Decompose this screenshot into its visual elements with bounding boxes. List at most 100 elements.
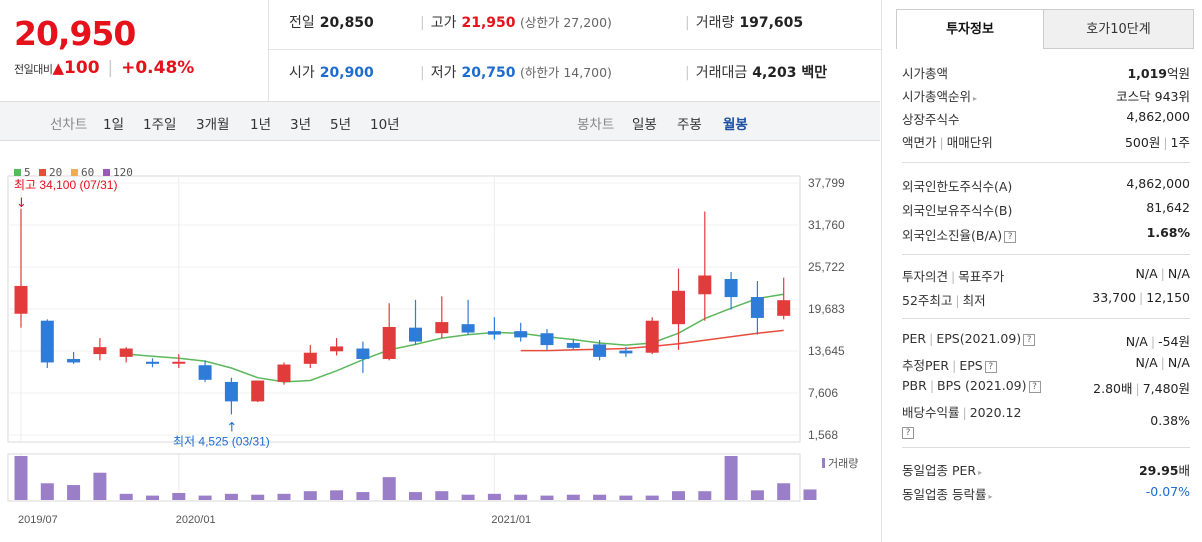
candle-body bbox=[593, 344, 607, 357]
legend-swatch bbox=[39, 169, 46, 176]
volume-bar bbox=[251, 494, 265, 500]
volume-bar bbox=[619, 495, 633, 500]
candle-body bbox=[672, 290, 685, 325]
legend-label: 5 bbox=[24, 166, 31, 179]
candle-body bbox=[409, 327, 422, 342]
amount-label: 거래대금 bbox=[695, 65, 748, 81]
legend-swatch bbox=[103, 169, 110, 176]
candle-body bbox=[461, 324, 475, 333]
y-tick-label: 13,645 bbox=[808, 344, 845, 358]
y-tick-label: 25,722 bbox=[808, 260, 845, 274]
volume-bar bbox=[119, 493, 133, 500]
high-price: | 고가 21,950 (상한가 27,200) bbox=[420, 15, 612, 31]
volume: | 거래량 197,605 bbox=[685, 15, 804, 31]
max-annotation: 최고 34,100 (07/31) bbox=[14, 178, 117, 192]
candle-body bbox=[303, 352, 317, 364]
volume-bar bbox=[198, 495, 212, 500]
volume-label: 거래량 bbox=[695, 15, 735, 31]
current-price: 20,950 bbox=[14, 14, 136, 53]
down-arrow-icon: ↓ bbox=[16, 196, 27, 211]
cap-rank-row: 시가총액순위 ▸ 코스닥 943위 bbox=[902, 86, 1190, 108]
candle-chart-label: 봉차트 bbox=[577, 117, 615, 133]
candle-body bbox=[514, 331, 528, 338]
period-1w[interactable]: 1주일 bbox=[143, 117, 177, 133]
candle-body bbox=[172, 361, 186, 364]
period-selector: 선차트 1일 1주일 3개월 1년 3년 5년 10년 봉차트 일봉 주봉 월봉 bbox=[0, 101, 880, 141]
volume-legend-label: 거래량 bbox=[828, 457, 858, 470]
dividend-label: 배당수익률 | 2020.12? bbox=[902, 405, 1022, 439]
face-value-row: 액면가 | 매매단위 500원 | 1주 bbox=[902, 132, 1190, 154]
change-value: 100 bbox=[64, 58, 100, 78]
candle-body bbox=[645, 320, 659, 353]
prev-close: 전일 20,850 bbox=[289, 12, 374, 32]
est-per-row: 추정PER | EPS? N/A | N/A bbox=[902, 355, 1190, 377]
y-tick-label: 7,606 bbox=[808, 386, 838, 400]
low-label: 저가 bbox=[430, 65, 457, 81]
line-chart-label: 선차트 bbox=[50, 117, 88, 133]
cap-rank-value: 코스닥 943위 bbox=[1116, 89, 1190, 104]
face-value-label: 액면가 | 매매단위 bbox=[902, 135, 993, 150]
x-tick-label: 2021/01 bbox=[491, 514, 531, 526]
tab-orderbook[interactable]: 호가10단계 bbox=[1043, 9, 1194, 49]
arrow-right-icon: ▸ bbox=[978, 468, 983, 477]
y-tick-label: 31,760 bbox=[808, 218, 845, 232]
high-label: 고가 bbox=[430, 15, 457, 31]
volume-legend-swatch bbox=[822, 458, 825, 468]
period-10y[interactable]: 10년 bbox=[370, 117, 400, 133]
foreign-hold-row: 외국인보유주식수(B) 81,642 bbox=[902, 200, 1190, 222]
help-icon[interactable]: ? bbox=[1004, 231, 1017, 243]
price-change: 전일대비▲100 | +0.48% bbox=[14, 58, 194, 78]
help-icon[interactable]: ? bbox=[1028, 381, 1041, 393]
volume-bar bbox=[698, 491, 712, 500]
volume-bar bbox=[67, 485, 81, 500]
volume-bar bbox=[566, 494, 580, 500]
volume-bar bbox=[724, 456, 738, 500]
dividend-row: 배당수익률 | 2020.12? 0.38% bbox=[902, 402, 1190, 442]
volume-bar bbox=[487, 493, 501, 500]
sector-per-label[interactable]: 동일업종 PER ▸ bbox=[902, 463, 983, 478]
help-icon[interactable]: ? bbox=[984, 361, 997, 373]
candle-daily[interactable]: 일봉 bbox=[632, 117, 657, 133]
volume-bar bbox=[409, 492, 422, 500]
candle-body bbox=[224, 381, 238, 402]
opinion-row: 투자의견 | 목표주가 N/A | N/A bbox=[902, 266, 1190, 288]
period-3m[interactable]: 3개월 bbox=[196, 117, 230, 133]
candle-body bbox=[382, 326, 396, 359]
period-1y[interactable]: 1년 bbox=[250, 117, 272, 133]
pbr-label: PBR | BPS (2021.09)? bbox=[902, 378, 1041, 393]
sector-change-label[interactable]: 동일업종 등락률 ▸ bbox=[902, 487, 993, 502]
candle-body bbox=[330, 346, 344, 352]
volume-bar bbox=[303, 491, 317, 500]
candle-monthly[interactable]: 월봉 bbox=[723, 117, 748, 133]
low-price: | 저가 20,750 (하한가 14,700) bbox=[420, 65, 612, 81]
help-icon[interactable]: ? bbox=[902, 427, 914, 439]
volume-bar bbox=[750, 490, 764, 500]
opinion-label: 투자의견 | 목표주가 bbox=[902, 269, 1005, 284]
candle-body bbox=[146, 361, 159, 364]
candle-weekly[interactable]: 주봉 bbox=[677, 117, 702, 133]
cap-rank-label[interactable]: 시가총액순위 ▸ bbox=[902, 89, 978, 104]
price-chart: 2019/07 2020/01 2021/01 37,799 31,760 25,722 1… bbox=[7, 166, 858, 526]
volume-bar bbox=[514, 494, 528, 500]
sector-change-value: -0.07% bbox=[1145, 484, 1190, 499]
x-tick-label: 2019/07 bbox=[18, 514, 58, 526]
pbr-row: PBR | BPS (2021.09)? 2.80배 | 7,480원 bbox=[902, 378, 1190, 400]
help-icon[interactable]: ? bbox=[1023, 334, 1036, 346]
volume-bar bbox=[172, 492, 186, 500]
candle-body bbox=[487, 331, 501, 335]
info-section-sector: 동일업종 PER ▸ 29.95배 동일업종 등락률 ▸ -0.07% bbox=[902, 447, 1190, 502]
legend-label: 20 bbox=[49, 166, 62, 179]
volume-bar bbox=[382, 477, 396, 500]
foreign-ratio-label: 외국인소진율(B/A)? bbox=[902, 225, 1017, 244]
open-value: 20,900 bbox=[319, 65, 374, 81]
listed-shares-value: 4,862,000 bbox=[1126, 109, 1190, 124]
period-5y[interactable]: 5년 bbox=[330, 117, 352, 133]
change-label: 전일대비 bbox=[14, 63, 53, 76]
period-1d[interactable]: 1일 bbox=[103, 117, 125, 133]
foreign-hold-value: 81,642 bbox=[1146, 200, 1190, 215]
trade-amount: | 거래대금 4,203 백만 bbox=[685, 65, 828, 81]
candle-body bbox=[619, 350, 633, 354]
per-row: PER | EPS(2021.09)? N/A | -54원 bbox=[902, 331, 1190, 353]
period-3y[interactable]: 3년 bbox=[290, 117, 312, 133]
tab-invest-info[interactable]: 투자정보 bbox=[896, 9, 1044, 49]
